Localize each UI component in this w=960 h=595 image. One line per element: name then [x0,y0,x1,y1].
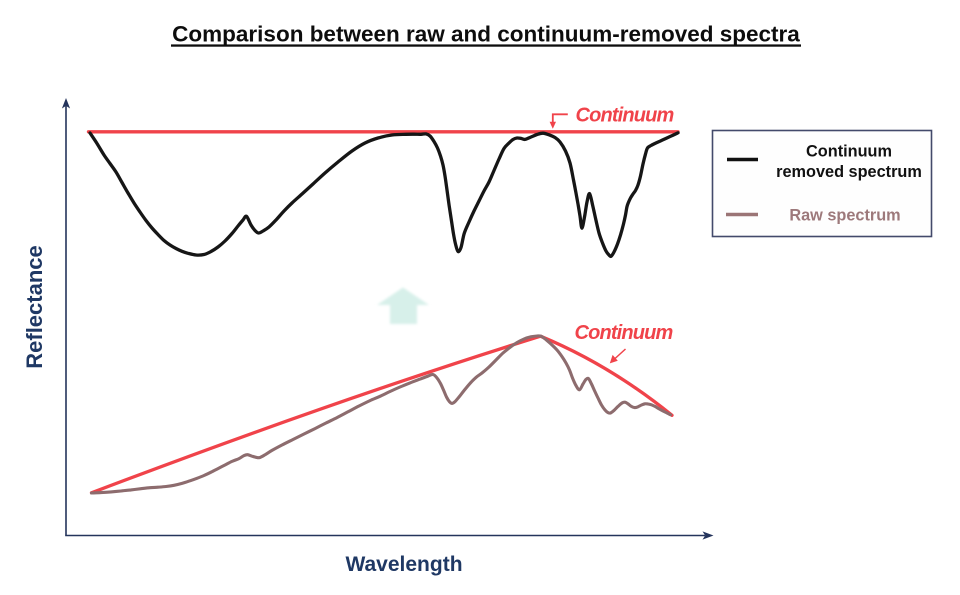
svg-text:Continuum: Continuum [575,322,673,344]
svg-text:removed spectrum: removed spectrum [776,163,922,181]
svg-text:Reflectance: Reflectance [22,245,47,369]
svg-text:Comparison between raw and con: Comparison between raw and continuum-rem… [172,22,800,47]
svg-text:Raw spectrum: Raw spectrum [789,207,900,225]
svg-text:Continuum: Continuum [806,143,892,161]
svg-text:Wavelength: Wavelength [345,553,462,576]
svg-text:Continuum: Continuum [576,104,674,126]
